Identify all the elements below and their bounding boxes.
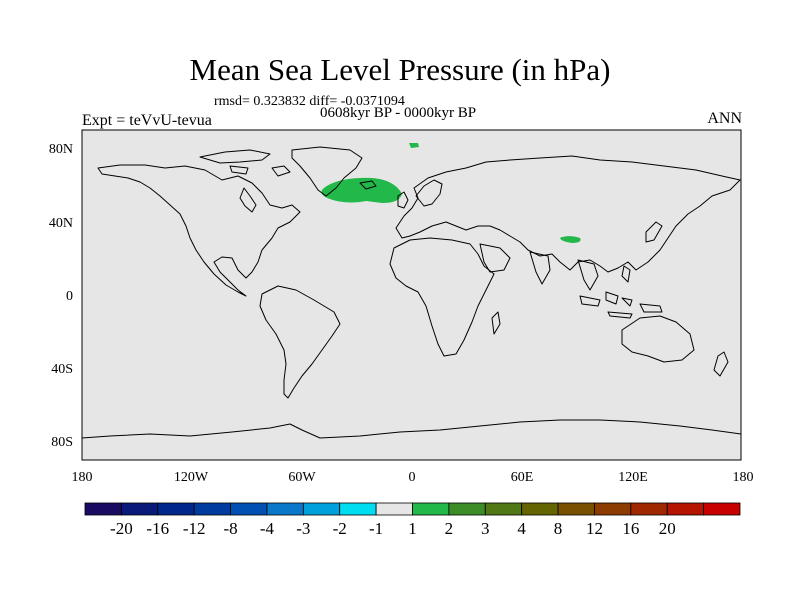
lon-tick-60e: 60E (510, 470, 534, 485)
lat-tick-0: 0 (66, 289, 73, 304)
period-subtitle: 0608kyr BP - 0000kyr BP (320, 105, 477, 121)
north-atlantic-anomaly (321, 177, 402, 203)
lon-tick-180e: 180 (732, 470, 754, 485)
lat-tick-40s: 40S (51, 362, 73, 377)
colorbar-label: -4 (259, 519, 275, 538)
colorbar-swatch (557, 502, 595, 516)
india-coast (529, 251, 551, 285)
stats-subtitle: rmsd= 0.323832 diff= -0.0371094 (214, 94, 405, 109)
lon-tick-120w: 120W (173, 470, 209, 485)
lon-tick-180w: 180 (71, 470, 93, 485)
colorbar-swatch (666, 502, 705, 516)
colorbar-swatch (193, 502, 231, 516)
colorbar-label: 3 (481, 519, 490, 538)
south-america-coast (259, 285, 341, 399)
experiment-label: Expt = teVvU-tevua (82, 112, 212, 129)
australia-coast (621, 315, 695, 363)
hudson-bay-coast (239, 187, 257, 213)
colorbar-label: 4 (517, 519, 526, 538)
lon-tick-0: 0 (408, 470, 416, 485)
antarctica-coast (81, 419, 742, 439)
colorbar-label: -16 (146, 519, 170, 538)
greenland-coast (291, 146, 363, 197)
colorbar-swatch (230, 502, 268, 516)
madagascar-coast (491, 311, 501, 335)
colorbar-swatch (84, 502, 122, 516)
colorbar-swatch (412, 502, 450, 516)
new-zealand-coast (713, 351, 729, 377)
colorbar-label: 1 (408, 519, 417, 538)
arabia-coast (479, 243, 511, 273)
colorbar-swatch (302, 502, 341, 516)
colorbar-swatch (266, 502, 304, 516)
colorbar-label: -20 (110, 519, 133, 538)
plot-title: Mean Sea Level Pressure (in hPa) (189, 52, 611, 87)
indochina-coast (577, 259, 599, 291)
iceland-coast (359, 180, 377, 190)
colorbar-label: -8 (223, 519, 238, 538)
colorbar-label: 16 (622, 519, 640, 538)
colorbar-swatch (375, 502, 413, 516)
colorbar-label: 12 (585, 519, 603, 538)
colorbar-swatch (484, 502, 523, 516)
colorbar-label: 8 (553, 519, 563, 538)
lon-tick-120e: 120E (618, 470, 648, 485)
north-america-coast (97, 164, 301, 297)
greenland-sea-anomaly (409, 143, 419, 148)
japan-coast (645, 221, 663, 243)
colorbar-swatch (630, 502, 668, 516)
arctic-archipelago (199, 149, 291, 177)
tibet-anomaly (560, 236, 581, 243)
lon-tick-60w: 60W (288, 470, 316, 485)
scandinavia-coast (415, 179, 443, 207)
colorbar-label: -3 (296, 519, 311, 538)
colorbar-swatch (594, 502, 632, 516)
colorbar-swatch (448, 502, 486, 516)
colorbar-label: -12 (182, 519, 206, 538)
africa-coast (389, 237, 495, 357)
colorbar-label: 2 (444, 519, 454, 538)
lat-tick-80s: 80S (51, 435, 73, 450)
anomaly-layer (321, 143, 581, 243)
philippines-coast (621, 265, 631, 283)
lat-tick-40n: 40N (48, 216, 73, 231)
eurasia-coast (395, 155, 741, 273)
colorbar-label: -1 (369, 519, 384, 538)
colorbar-label: -2 (332, 519, 347, 538)
colorbar-swatch (120, 502, 159, 516)
colorbar-swatch (521, 502, 559, 516)
season-label: ANN (707, 110, 742, 127)
colorbar-swatch (339, 502, 377, 516)
colorbar-swatches (84, 502, 741, 516)
colorbar-label: 20 (658, 519, 676, 538)
lat-tick-80n: 80N (48, 142, 73, 157)
colorbar-swatch (703, 502, 741, 516)
map-background (81, 129, 742, 461)
colorbar-swatch (157, 502, 195, 516)
indonesia-islands (579, 291, 663, 319)
coastlines (81, 146, 742, 439)
britain-coast (397, 191, 409, 209)
